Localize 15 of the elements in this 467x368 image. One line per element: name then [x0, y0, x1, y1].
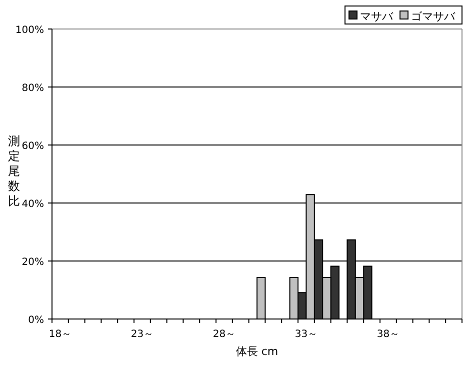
x-tick-label: 18～ [48, 329, 72, 340]
x-axis-title: 体長 cm [236, 345, 278, 358]
y-tick-label: 60% [22, 141, 44, 152]
y-tick-label: 80% [22, 83, 44, 94]
legend-label: マサバ [360, 10, 394, 23]
y-tick-label: 0% [28, 315, 44, 326]
y-axis-title: 測定尾数比 [8, 134, 20, 208]
x-tick-label: 38～ [376, 329, 400, 340]
y-tick-label: 40% [22, 199, 44, 210]
legend-label: ゴマサバ [411, 10, 456, 23]
x-tick-label: 23～ [130, 329, 154, 340]
y-tick-label: 100% [15, 25, 44, 36]
x-tick-label: 33～ [294, 329, 318, 340]
x-tick-label: 28～ [212, 329, 236, 340]
y-tick-label: 20% [22, 257, 44, 268]
